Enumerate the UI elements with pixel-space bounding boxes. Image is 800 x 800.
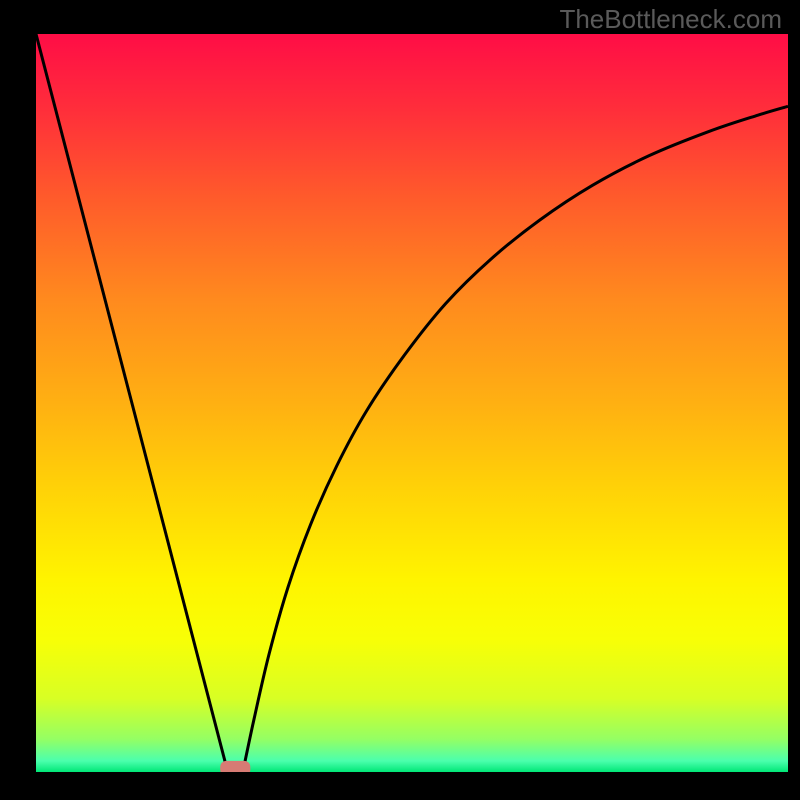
watermark-text: TheBottleneck.com	[559, 4, 782, 35]
minimum-marker	[220, 761, 250, 772]
chart-svg	[36, 34, 788, 772]
chart-frame: TheBottleneck.com	[0, 0, 800, 800]
plot-area	[36, 34, 788, 772]
